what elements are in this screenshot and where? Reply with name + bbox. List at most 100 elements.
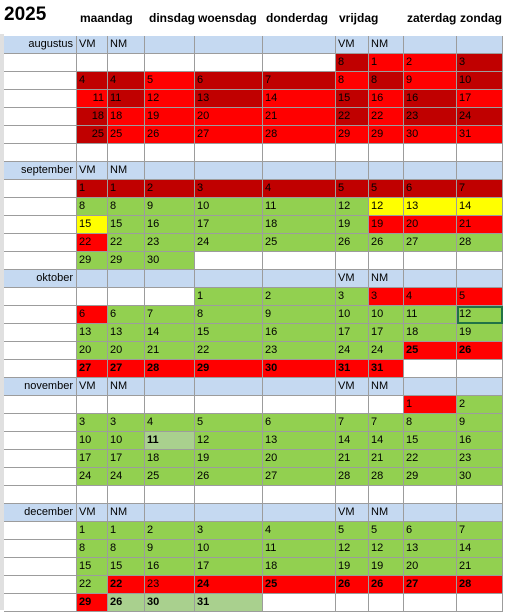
calendar-cell[interactable]: 20 bbox=[404, 558, 457, 576]
calendar-cell[interactable]: 13 bbox=[108, 324, 145, 342]
calendar-cell[interactable]: 22 bbox=[404, 450, 457, 468]
calendar-cell[interactable]: 31 bbox=[457, 126, 503, 144]
calendar-cell[interactable]: 6 bbox=[77, 306, 108, 324]
calendar-cell[interactable]: 4 bbox=[108, 72, 145, 90]
calendar-cell[interactable]: 26 bbox=[145, 126, 195, 144]
period-label[interactable]: VM bbox=[336, 504, 369, 522]
calendar-cell[interactable] bbox=[108, 486, 145, 504]
calendar-cell[interactable] bbox=[4, 486, 77, 504]
calendar-cell[interactable]: 27 bbox=[195, 126, 263, 144]
calendar-cell[interactable]: 27 bbox=[263, 468, 336, 486]
calendar-cell[interactable]: 21 bbox=[457, 558, 503, 576]
calendar-cell[interactable]: 13 bbox=[404, 540, 457, 558]
calendar-cell[interactable]: 3 bbox=[195, 522, 263, 540]
calendar-cell[interactable]: 28 bbox=[369, 468, 404, 486]
calendar-cell[interactable]: 18 bbox=[145, 450, 195, 468]
calendar-cell[interactable]: 24 bbox=[195, 576, 263, 594]
period-label[interactable]: VM bbox=[336, 378, 369, 396]
calendar-cell[interactable] bbox=[4, 252, 77, 270]
month-label[interactable]: november bbox=[4, 378, 77, 396]
calendar-cell[interactable] bbox=[336, 396, 369, 414]
calendar-cell[interactable]: 9 bbox=[457, 414, 503, 432]
calendar-cell[interactable] bbox=[77, 54, 108, 72]
calendar-cell[interactable]: 8 bbox=[77, 198, 108, 216]
calendar-cell[interactable]: 11 bbox=[263, 198, 336, 216]
calendar-cell[interactable]: 9 bbox=[404, 72, 457, 90]
calendar-cell[interactable]: 18 bbox=[77, 108, 108, 126]
calendar-cell[interactable]: 25 bbox=[263, 576, 336, 594]
calendar-cell[interactable]: 23 bbox=[145, 234, 195, 252]
calendar-cell[interactable]: 31 bbox=[369, 360, 404, 378]
calendar-cell[interactable]: 9 bbox=[145, 198, 195, 216]
calendar-cell[interactable]: 14 bbox=[336, 432, 369, 450]
calendar-cell[interactable] bbox=[369, 162, 404, 180]
calendar-cell[interactable] bbox=[457, 36, 503, 54]
calendar-cell[interactable] bbox=[195, 270, 263, 288]
calendar-cell[interactable]: 17 bbox=[369, 324, 404, 342]
calendar-cell[interactable]: 28 bbox=[336, 468, 369, 486]
calendar-cell[interactable]: 12 bbox=[457, 306, 503, 324]
calendar-cell[interactable]: 1 bbox=[77, 180, 108, 198]
calendar-cell[interactable]: 18 bbox=[108, 108, 145, 126]
calendar-cell[interactable]: 12 bbox=[369, 540, 404, 558]
calendar-cell[interactable] bbox=[336, 594, 369, 612]
calendar-cell[interactable]: 24 bbox=[457, 108, 503, 126]
calendar-cell[interactable]: 19 bbox=[336, 558, 369, 576]
calendar-cell[interactable] bbox=[145, 270, 195, 288]
calendar-cell[interactable]: 26 bbox=[195, 468, 263, 486]
calendar-cell[interactable] bbox=[457, 252, 503, 270]
calendar-cell[interactable] bbox=[4, 558, 77, 576]
calendar-cell[interactable] bbox=[404, 252, 457, 270]
calendar-cell[interactable]: 30 bbox=[404, 126, 457, 144]
calendar-cell[interactable]: 26 bbox=[336, 576, 369, 594]
calendar-cell[interactable]: 2 bbox=[457, 396, 503, 414]
calendar-cell[interactable]: 9 bbox=[145, 540, 195, 558]
period-label[interactable]: VM bbox=[336, 270, 369, 288]
calendar-cell[interactable] bbox=[4, 594, 77, 612]
calendar-cell[interactable]: 1 bbox=[195, 288, 263, 306]
calendar-cell[interactable] bbox=[457, 594, 503, 612]
calendar-cell[interactable] bbox=[263, 396, 336, 414]
calendar-cell[interactable]: 10 bbox=[195, 198, 263, 216]
calendar-cell[interactable] bbox=[4, 342, 77, 360]
calendar-cell[interactable] bbox=[4, 396, 77, 414]
calendar-cell[interactable] bbox=[145, 54, 195, 72]
calendar-cell[interactable] bbox=[4, 180, 77, 198]
calendar-cell[interactable] bbox=[108, 54, 145, 72]
period-label[interactable]: VM bbox=[336, 36, 369, 54]
calendar-cell[interactable]: 15 bbox=[108, 558, 145, 576]
calendar-cell[interactable]: 5 bbox=[145, 72, 195, 90]
calendar-cell[interactable]: 22 bbox=[77, 234, 108, 252]
calendar-cell[interactable]: 20 bbox=[404, 216, 457, 234]
calendar-cell[interactable]: 14 bbox=[457, 198, 503, 216]
calendar-cell[interactable] bbox=[404, 144, 457, 162]
calendar-cell[interactable]: 27 bbox=[404, 234, 457, 252]
calendar-cell[interactable]: 29 bbox=[195, 360, 263, 378]
calendar-cell[interactable]: 26 bbox=[369, 234, 404, 252]
calendar-cell[interactable] bbox=[263, 504, 336, 522]
calendar-cell[interactable]: 20 bbox=[263, 450, 336, 468]
calendar-cell[interactable] bbox=[336, 252, 369, 270]
calendar-cell[interactable]: 26 bbox=[369, 576, 404, 594]
period-label[interactable]: VM bbox=[77, 504, 108, 522]
calendar-cell[interactable]: 6 bbox=[108, 306, 145, 324]
calendar-cell[interactable]: 23 bbox=[145, 576, 195, 594]
calendar-cell[interactable] bbox=[4, 450, 77, 468]
calendar-cell[interactable]: 29 bbox=[404, 468, 457, 486]
calendar-cell[interactable]: 8 bbox=[77, 540, 108, 558]
calendar-cell[interactable]: 18 bbox=[263, 216, 336, 234]
calendar-cell[interactable]: 17 bbox=[108, 450, 145, 468]
calendar-cell[interactable]: 14 bbox=[457, 540, 503, 558]
calendar-cell[interactable]: 19 bbox=[336, 216, 369, 234]
calendar-cell[interactable]: 17 bbox=[77, 450, 108, 468]
calendar-cell[interactable]: 17 bbox=[457, 90, 503, 108]
calendar-cell[interactable]: 1 bbox=[108, 180, 145, 198]
calendar-cell[interactable]: 23 bbox=[404, 108, 457, 126]
calendar-cell[interactable] bbox=[4, 360, 77, 378]
calendar-cell[interactable]: 30 bbox=[263, 360, 336, 378]
calendar-cell[interactable]: 15 bbox=[195, 324, 263, 342]
calendar-cell[interactable] bbox=[195, 162, 263, 180]
calendar-cell[interactable]: 26 bbox=[108, 594, 145, 612]
calendar-cell[interactable]: 7 bbox=[457, 522, 503, 540]
calendar-cell[interactable] bbox=[4, 576, 77, 594]
